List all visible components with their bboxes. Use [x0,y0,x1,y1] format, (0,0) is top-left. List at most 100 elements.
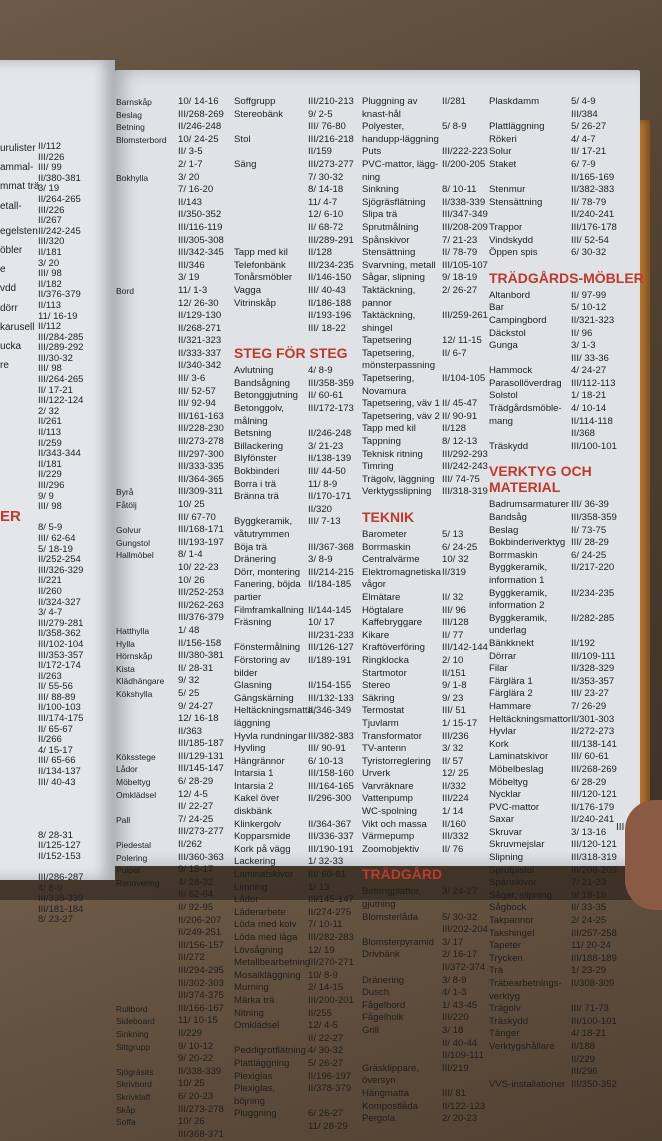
entry-label: Stenmur [489,184,526,196]
page-ref: III/270-271 [308,957,354,969]
entry-page-refs: II/217-220 [571,562,623,587]
index-entry: Hyvling III/ 90-91 [234,743,360,756]
index-entry: Parasollöverdrag III/112-113 [489,378,662,391]
page-ref: III/368-371 [178,1128,224,1140]
entry-label: Slipning [489,852,524,864]
entry-label: Trappor [489,221,523,233]
entry-page-refs: 12/ 25 [442,768,488,781]
index-entry: Taktäckning, pannor 2/ 26-27 [362,285,488,310]
index-entry: VVS-installationer III/350-352 [489,1079,662,1092]
page-ref: 9/ 10-12 [178,1040,214,1052]
left-ref: 3/ 20 [38,257,60,269]
page-ref: II/240-241 [571,814,615,826]
index-entry: Plattläggning 5/ 26-27 [489,121,662,134]
page-ref: III/208-209 [571,864,617,876]
left-fragment: karusell [0,321,35,333]
index-entry: Möbeltyg 6/ 28-29 [116,776,236,789]
page-ref: III/ 44-50 [308,466,346,478]
index-entry: Grill 3/ 18 II/ 40-44 II/109-111 [362,1025,488,1063]
index-entry: Mosaikläggning 10/ 8-9 [234,970,360,983]
index-entry: Hallmöbel 8/ 1-4 10/ 22-23 10/ 26 III/252-25… [116,549,236,625]
page-ref: II/ 3-5 [178,146,203,158]
index-entry: Rökeri 4/ 4-7 [489,134,662,147]
entry-label: Tänger [489,1028,520,1040]
page-ref: III/ 18-22 [308,322,346,334]
entry-page-refs: 4/ 24-27 [571,365,623,378]
left-ref: III/ 62-64 [38,532,76,544]
entry-page-refs: 2/ 14-15 [308,982,360,995]
entry-label: Bokhylla [116,172,149,183]
page-ref: III/224 [442,793,469,805]
page-ref: 12/ 25 [442,768,469,780]
left-page-refs: II/112 III/226 III/ 99 II/380-381 3/ 19 II/26… [38,141,98,926]
entry-label: Glasning [234,680,272,692]
page-ref: 2/ 14-15 [308,982,344,994]
page-ref: III/242-243 [442,461,488,473]
page-ref: III/ 33-36 [571,352,609,364]
index-entry: Gängskärning III/132-133 [234,693,360,706]
entry-page-refs: III/158-160 [308,768,360,781]
page-ref: III/364-365 [178,473,224,485]
entry-page-refs: III/347-349 [442,209,488,222]
page-ref: 7/ 26-29 [571,700,607,712]
entry-page-refs: 1/ 23-29 [571,965,623,978]
page-ref: III/282-283 [308,932,354,943]
index-entry: Barometer 5/ 13 [362,529,488,542]
index-entry: Byrå III/309-311 [116,486,236,499]
page-ref: II/ 57 [442,755,464,767]
entry-label: PVC-mattor [489,801,540,813]
page-ref: II/ 40-44 [442,1037,478,1049]
entry-page-refs: III/129-131 [178,751,236,764]
entry-page-refs: II/128 [442,423,488,436]
index-entry: Borrmaskin 6/ 24-25 [362,542,488,555]
entry-page-refs: III/176-178 [571,222,623,235]
entry-page-refs: 5/ 8-9 [442,121,488,146]
section-heading: TRÄDGÅRD [362,866,443,883]
entry-page-refs: 8/ 10-11 [442,184,488,197]
index-entry: PVC-mattor II/176-179 [489,802,662,815]
left-ref: III/226 [38,204,65,216]
index-entry: Byggkeramik, information 1 II/217-220 [489,562,662,587]
page-ref: II/378-379 [308,1083,352,1095]
entry-page-refs: III/214-215 [308,567,360,580]
entry-page-refs: 5/ 4-9 III/384 [571,96,623,121]
entry-label: Lackering [234,856,276,868]
page-ref: III/142-144 [442,642,488,654]
entry-label: Byggkeramik, våtutrymmen [234,516,293,540]
entry-page-refs: 2/ 26-27 [442,285,488,310]
page-ref: 8/ 14-18 [308,184,344,196]
entry-page-refs: 1/ 13 [308,882,360,895]
entry-label: Möbeltyg [489,776,528,788]
page-ref: II/372-374 [442,962,486,973]
index-entry: Vindskydd III/ 52-54 [489,235,662,248]
entry-page-refs: III/336-337 [308,831,360,844]
entry-page-refs: III/ 40-43 [308,285,360,298]
page-ref: II/ 68-72 [308,221,344,233]
index-entry: Plexiglas II/196-197 [234,1071,360,1084]
page-ref: II/268-271 [178,322,222,334]
page-ref: III/ 60-61 [571,751,609,763]
page-ref: III/236 [442,730,469,742]
index-entry: Tyristorreglering II/ 57 [362,756,488,769]
page-ref: III/273-278 [178,436,224,448]
index-entry: Pulpet 9/ 15-17 [116,864,236,877]
index-entry: Termostat III/ 51 [362,705,488,718]
page-ref: III/360-363 [178,851,224,863]
entry-page-refs: 5/ 25 9/ 24-27 12/ 16-18 II/363 III/185-187 [178,688,236,751]
entry-page-refs: II/364-367 [308,819,360,832]
entry-page-refs: III/224 [442,793,488,806]
page-ref: III/145-147 [178,763,224,775]
page-ref: 1/ 43-45 [442,999,478,1011]
entry-page-refs: 3/ 32 [442,743,488,756]
entry-label: Tapetsering, väv 2 [362,410,440,422]
page-ref: II/246-248 [308,428,352,440]
page-ref: II/346-349 [308,705,352,717]
page-ref: II/128 [442,423,467,435]
index-entry: Zoomobjektiv II/ 76 [362,844,488,857]
entry-page-refs: 6/ 26-27 11/ 28-29 [308,1108,360,1133]
entry-label: Startmotor [362,667,407,679]
entry-label: Fåtölj [116,500,137,510]
index-entry: Polyester, handupp-läggning 5/ 8-9 [362,121,488,146]
page-ref: II/321-323 [571,314,615,326]
page-ref: II/353-357 [571,675,615,687]
